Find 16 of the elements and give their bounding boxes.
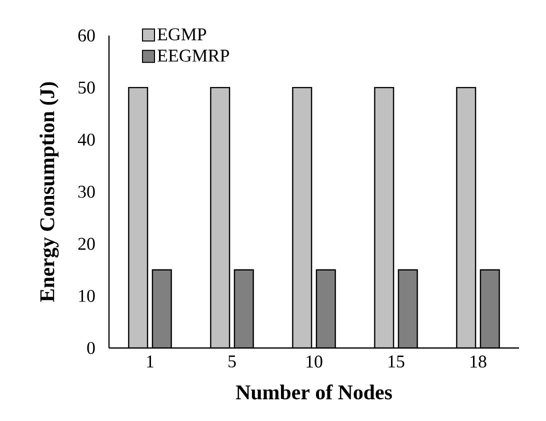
y-tick-label: 0 (87, 342, 95, 354)
x-tick-label: 18 (470, 356, 486, 368)
x-tick-label: 15 (388, 356, 404, 368)
y-tick-label: 40 (78, 134, 95, 146)
y-tick-label: 20 (78, 238, 95, 250)
y-tick-label: 50 (78, 82, 95, 94)
x-tick-label: 1 (147, 356, 154, 368)
y-axis-title: Energy Consumption (J) (40, 82, 59, 302)
x-tick-label: 10 (306, 356, 322, 368)
y-tick-label: 10 (79, 290, 95, 302)
y-tick-label: 60 (78, 29, 95, 42)
x-tick-label: 5 (228, 356, 236, 368)
y-tick-label: 30 (78, 186, 95, 198)
legend-label: EGMP (158, 28, 206, 40)
legend-label: EEGMRP (158, 50, 230, 62)
x-axis-title: Number of Nodes (236, 384, 392, 400)
